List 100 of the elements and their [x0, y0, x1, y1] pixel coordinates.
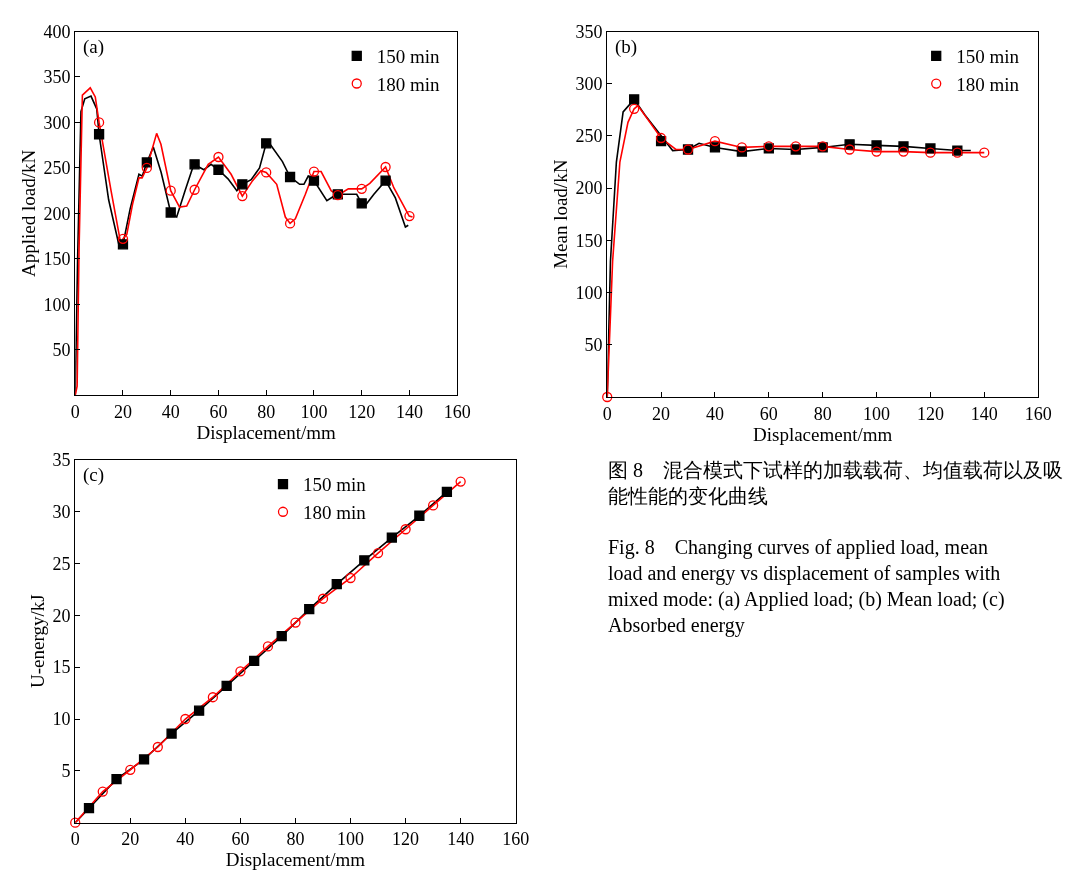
y-tick-label: 5	[61, 761, 71, 782]
point	[207, 692, 219, 703]
point	[165, 185, 176, 196]
point	[111, 774, 122, 785]
x-tick-label: 160	[502, 829, 530, 850]
x-tick-label: 140	[447, 829, 475, 850]
legend-label: 150 min	[376, 46, 441, 68]
point	[427, 500, 439, 511]
legend-label: 180 min	[376, 73, 441, 95]
x-tick-label: 20	[652, 403, 671, 424]
point	[655, 132, 667, 144]
x-tick-label: 100	[337, 829, 365, 850]
point	[359, 555, 370, 566]
point	[372, 547, 384, 559]
point	[400, 524, 411, 535]
y-tick-label: 350	[43, 67, 71, 88]
point	[356, 183, 367, 194]
y-tick-label: 300	[575, 74, 603, 95]
x-tick-label: 80	[257, 401, 276, 422]
point	[193, 705, 205, 716]
point	[125, 764, 136, 775]
caption: Fig. 8 Changing curves of applied load, mean load and energy vs displacement of samples with mixed mode: (a) Applied load; (b) Mean load; (c) Absorbed energy	[608, 536, 1005, 637]
annotation: (a)	[83, 36, 105, 58]
x-tick-label: 140	[395, 401, 423, 422]
point	[93, 117, 105, 128]
x-tick-label: 60	[209, 401, 228, 422]
x-tick-label: 100	[300, 401, 328, 422]
y-axis-title: Mean load/kN	[550, 159, 572, 269]
x-tick-label: 80	[813, 403, 832, 424]
y-tick-label: 10	[52, 709, 71, 730]
y-tick-label: 30	[52, 501, 71, 522]
y-tick-label: 25	[52, 553, 71, 574]
x-tick-label: 0	[70, 829, 80, 850]
point	[455, 476, 466, 487]
point	[97, 786, 108, 797]
x-tick-label: 120	[916, 403, 944, 424]
x-tick-label: 160	[443, 401, 471, 422]
y-tick-label: 100	[575, 282, 603, 303]
point	[70, 817, 81, 828]
y-tick-label: 400	[43, 21, 71, 42]
point	[290, 617, 301, 628]
y-axis-title: Applied load/kN	[18, 149, 40, 277]
y-axis-title: U-energy/kJ	[27, 594, 49, 689]
point	[602, 391, 613, 403]
point	[152, 741, 163, 753]
y-tick-label: 250	[43, 158, 71, 179]
point	[304, 603, 315, 615]
y-tick-label: 100	[43, 294, 71, 315]
point	[925, 147, 936, 158]
point	[284, 171, 296, 183]
point	[237, 179, 248, 190]
y-tick-label: 50	[584, 335, 603, 356]
point	[736, 142, 748, 153]
point	[331, 579, 342, 590]
point	[898, 146, 909, 157]
y-tick-label: 200	[575, 178, 603, 199]
legend-label: 150 min	[956, 46, 1020, 68]
point	[261, 167, 272, 178]
x-axis-title: Displacement/mm	[753, 423, 893, 445]
legend-label: 180 min	[956, 73, 1020, 95]
x-tick-label: 0	[70, 401, 80, 422]
point	[117, 233, 129, 244]
point	[308, 166, 320, 177]
point	[629, 94, 640, 105]
point	[979, 147, 990, 158]
point	[709, 136, 721, 147]
x-tick-label: 100	[863, 403, 891, 424]
point	[404, 210, 415, 222]
point	[261, 138, 272, 149]
y-tick-label: 250	[575, 126, 603, 147]
point	[213, 164, 224, 175]
x-tick-label: 20	[121, 829, 140, 850]
y-tick-label: 150	[575, 230, 603, 251]
point	[249, 655, 260, 667]
x-tick-label: 60	[759, 403, 778, 424]
x-tick-label: 40	[176, 829, 195, 850]
annotation: (c)	[83, 464, 105, 486]
y-tick-label: 150	[43, 249, 71, 270]
x-tick-label: 120	[348, 401, 376, 422]
annotation: (b)	[615, 36, 638, 58]
x-tick-label: 20	[113, 401, 132, 422]
point	[386, 532, 397, 543]
x-tick-label: 60	[231, 829, 250, 850]
y-tick-label: 300	[43, 112, 71, 133]
point	[189, 184, 200, 195]
legend-label: 150 min	[303, 474, 367, 496]
point	[317, 593, 329, 604]
y-tick-label: 350	[575, 21, 603, 42]
point	[380, 161, 391, 173]
point	[380, 175, 391, 186]
y-tick-label: 200	[43, 203, 71, 224]
point	[213, 151, 224, 163]
x-tick-label: 40	[161, 401, 180, 422]
y-tick-label: 20	[52, 605, 71, 626]
point	[356, 198, 367, 209]
x-axis-title: Displacement/mm	[196, 421, 337, 443]
point	[166, 728, 177, 739]
x-axis-title: Displacement/mm	[225, 849, 366, 870]
x-tick-label: 0	[602, 403, 612, 424]
point	[629, 103, 640, 114]
